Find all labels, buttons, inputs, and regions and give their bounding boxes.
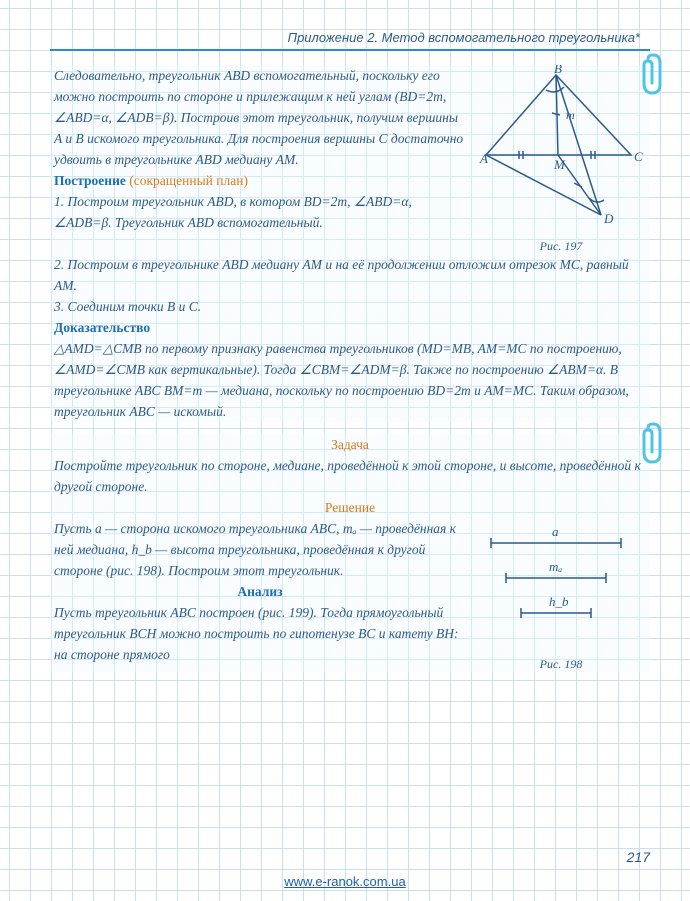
svg-text:m: m [566,108,575,122]
svg-text:D: D [603,211,614,226]
svg-text:A: A [479,151,488,166]
block1-step2: 2. Построим в треугольнике ABD медиану A… [54,254,646,296]
figure-197-caption: Рис. 197 [476,239,646,254]
block2-heading-analysis: Анализ [54,581,466,602]
block1-step3: 3. Соединим точки B и C. [54,296,646,317]
block2-heading-solution: Решение [325,500,375,515]
figure-198: a mₐ h_b [476,518,636,648]
svg-text:a: a [552,524,559,539]
block1-proof: △AMD=△CMB по первому признаку равенства … [54,338,646,422]
header-rule [50,49,650,51]
svg-text:C: C [634,149,643,164]
block1-heading-proof: Доказательство [54,317,646,338]
block2-heading-problem: Задача [331,437,369,452]
figure-198-caption: Рис. 198 [476,657,646,672]
block1-heading-paren: (сокращенный план) [129,173,248,188]
paperclip-icon [638,422,668,464]
svg-text:h_b: h_b [549,594,569,609]
header-title: Приложение 2. Метод вспомогательного тре… [50,30,650,45]
svg-text:B: B [554,65,562,76]
block2-solution: Пусть a — сторона искомого треугольника … [54,518,466,581]
block1-heading-construction: Построение [54,173,126,188]
block2-problem: Постройте треугольник по стороне, медиан… [54,455,646,497]
svg-text:mₐ: mₐ [549,559,562,574]
paperclip-icon [638,53,668,95]
block-2: Задача Постройте треугольник по стороне,… [50,434,650,672]
block1-para1: Следовательно, треугольник ABD вспомогат… [54,65,466,170]
block-1: Следовательно, треугольник ABD вспомогат… [50,65,650,422]
footer-link[interactable]: www.e-ranok.com.ua [0,874,690,889]
figure-197: A B C M D m [476,65,646,230]
svg-text:M: M [553,157,566,172]
page-number: 217 [627,849,650,865]
block1-step1: 1. Построим треугольник ABD, в котором B… [54,191,466,233]
block2-analysis: Пусть треугольник ABC построен (рис. 199… [54,602,466,665]
